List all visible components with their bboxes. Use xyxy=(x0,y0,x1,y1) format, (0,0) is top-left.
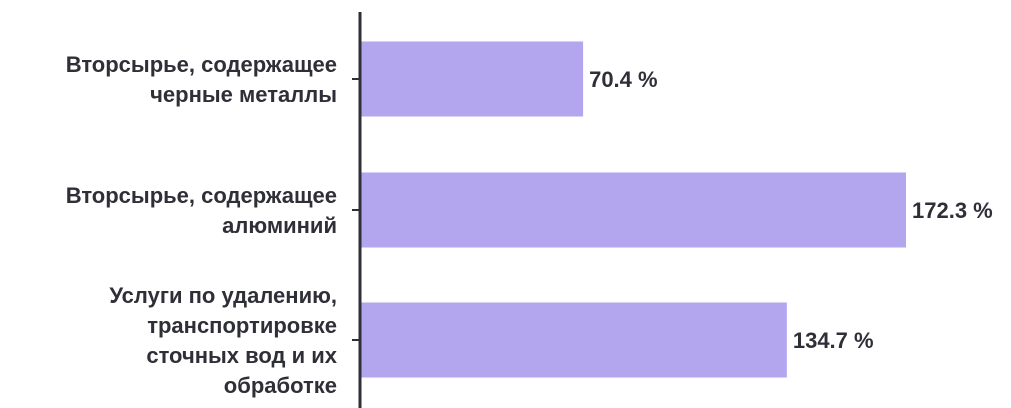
category-label-line: черные металлы xyxy=(150,82,337,107)
bar-value-label: 134.7 % xyxy=(793,328,874,353)
category-label-line: Вторсырье, содержащее xyxy=(66,183,337,208)
bars-layer xyxy=(360,41,906,378)
bar-value-label: 70.4 % xyxy=(589,67,658,92)
bar-1 xyxy=(360,41,584,117)
category-label-line: Вторсырье, содержащее xyxy=(66,52,337,77)
bar-2 xyxy=(360,172,906,248)
category-label-line: сточных вод и их xyxy=(146,343,337,368)
bar-3 xyxy=(360,302,787,378)
axis-layer xyxy=(352,12,362,408)
category-label-line: транспортировке xyxy=(147,313,337,338)
category-label-line: Услуги по удалению, xyxy=(109,283,337,308)
category-label-line: алюминий xyxy=(222,213,337,238)
labels-layer: 70.4 % Вторсырье, содержащее черные металл… xyxy=(66,52,993,398)
bar-value-label: 172.3 % xyxy=(912,198,993,223)
category-label-line: обработке xyxy=(224,373,337,398)
